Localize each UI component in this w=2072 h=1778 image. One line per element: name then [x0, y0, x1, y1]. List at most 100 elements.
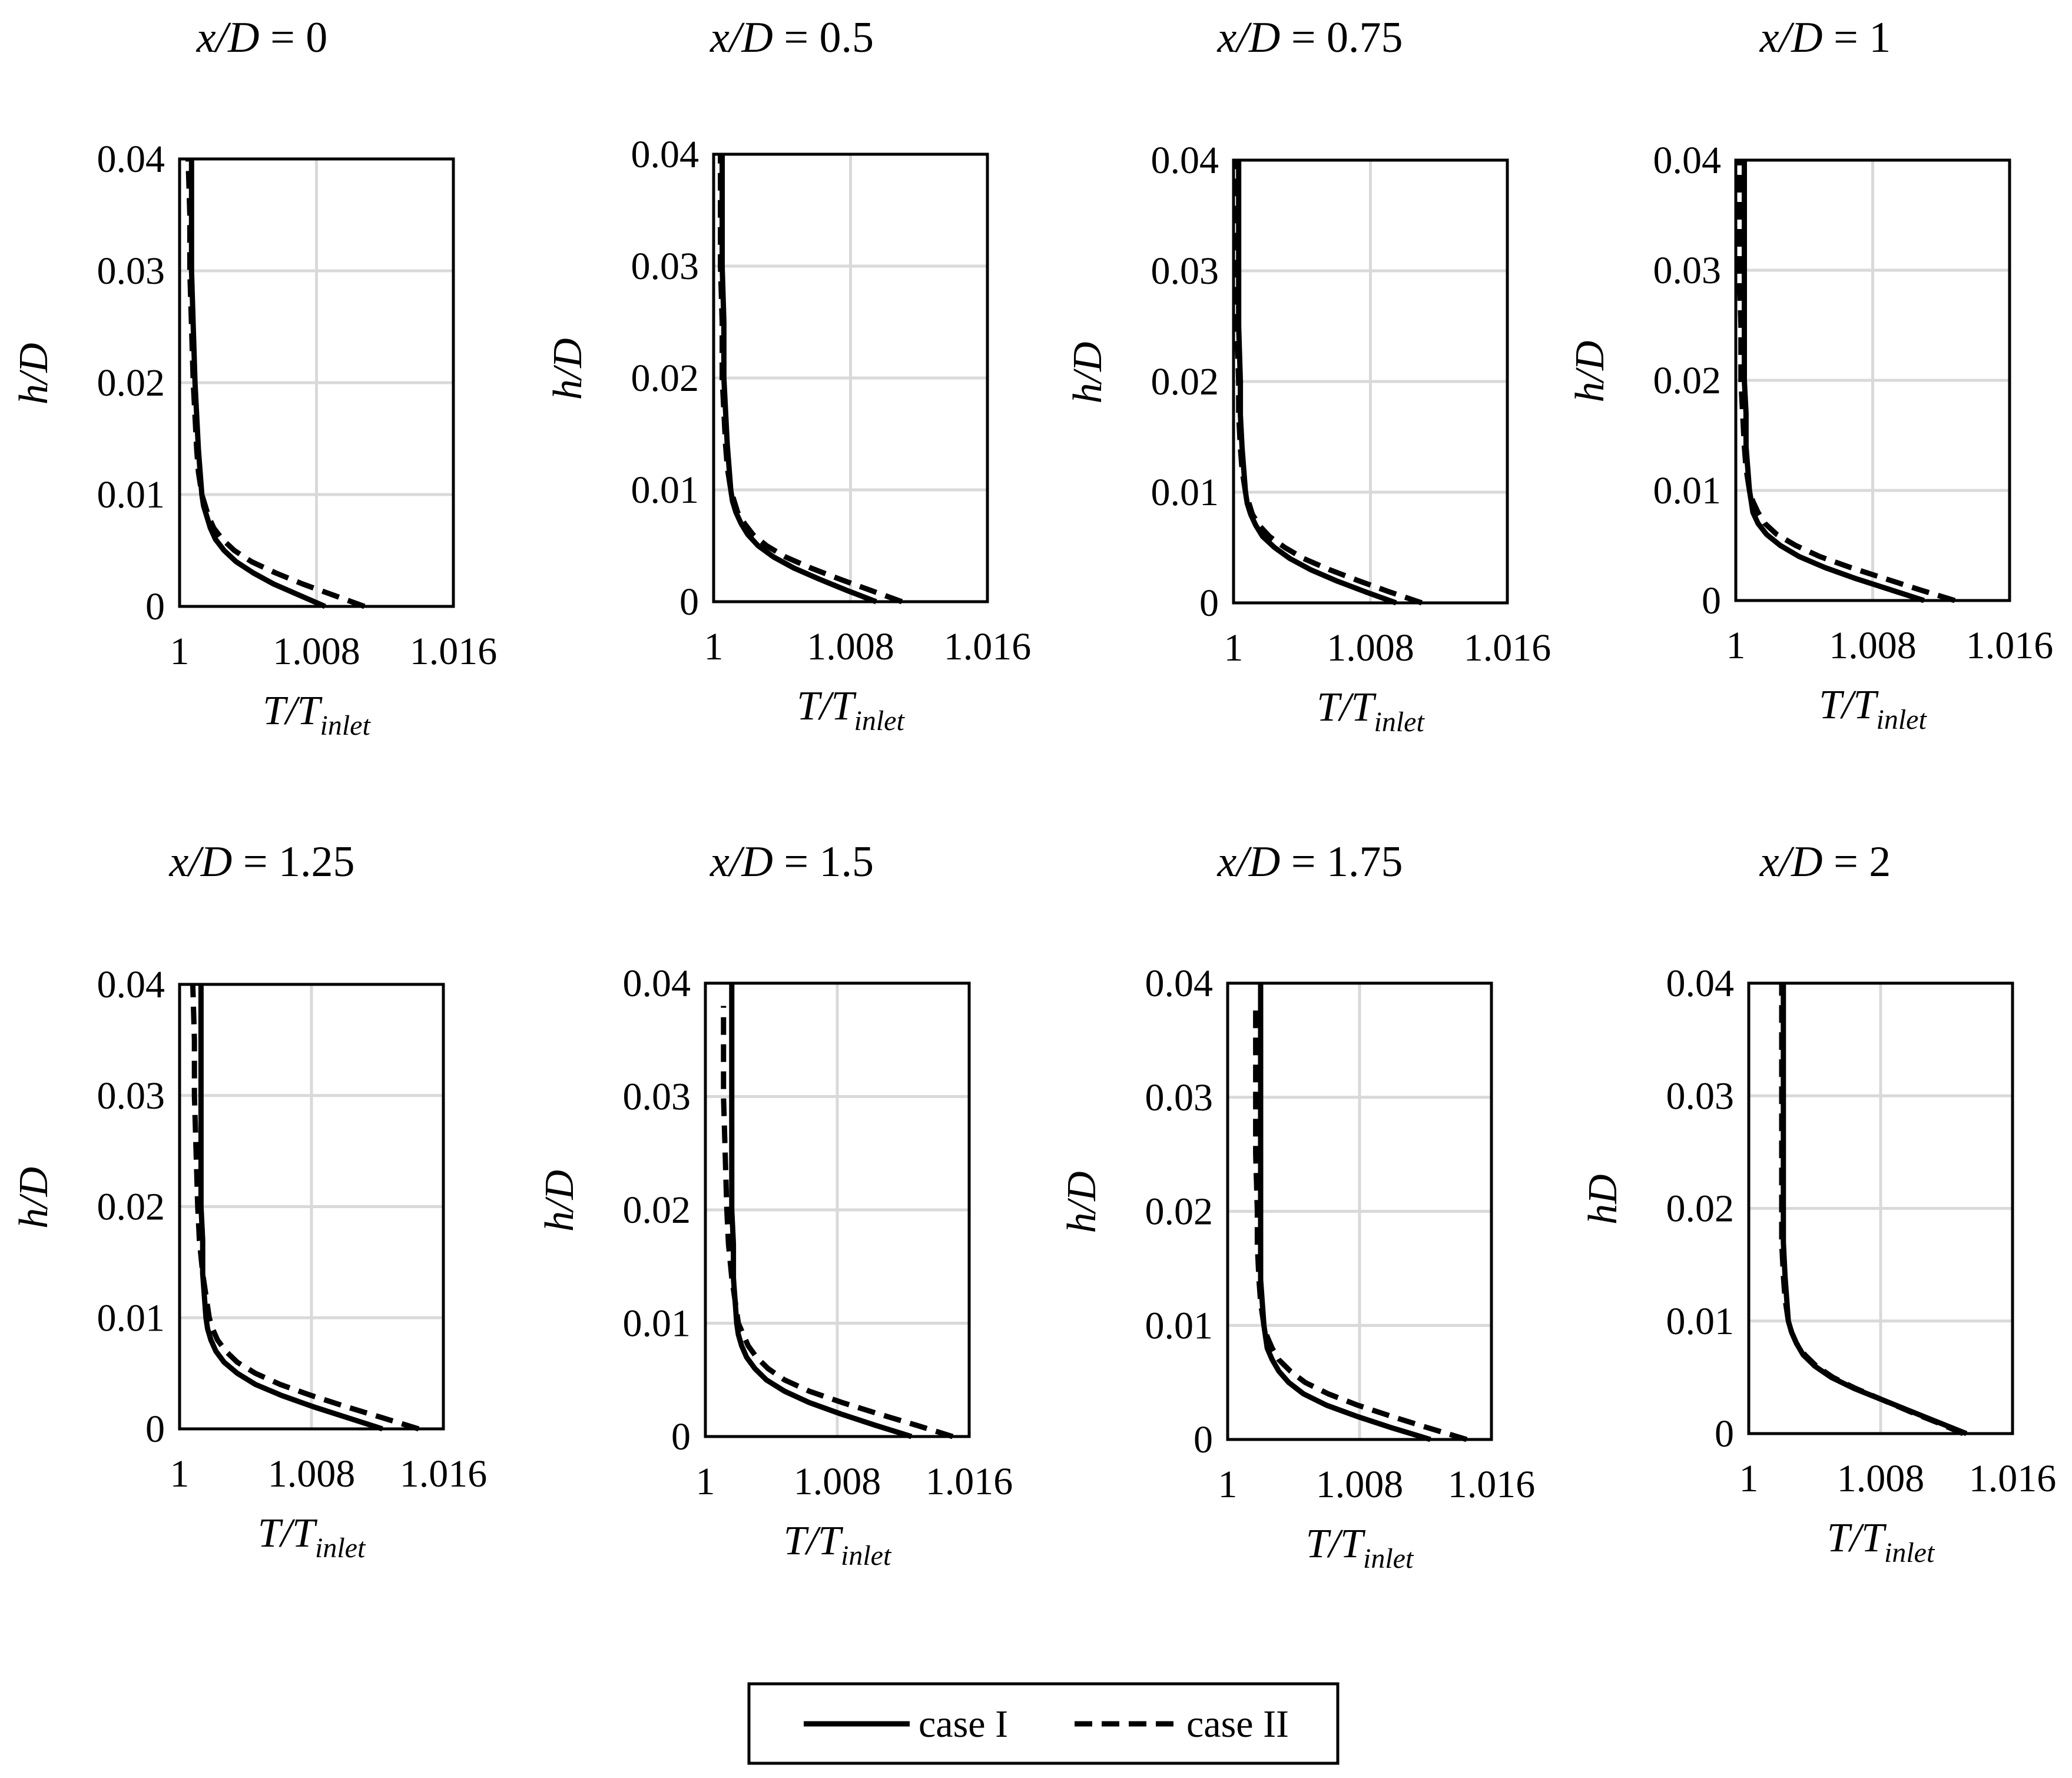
- x-tick-label: 1.016: [1966, 624, 2054, 667]
- y-axis-label: h/D: [1065, 341, 1110, 403]
- y-tick-label: 0.03: [97, 1074, 165, 1117]
- x-tick-label: 1.008: [794, 1460, 881, 1503]
- x-axis-label: T/Tinlet: [258, 1511, 366, 1564]
- plot-frame: [1226, 981, 1493, 1441]
- series-line-case-i: [729, 983, 913, 1439]
- x-tick-label: 1.016: [926, 1460, 1013, 1503]
- y-tick-label: 0: [671, 1415, 691, 1458]
- plot-frame: [712, 152, 989, 603]
- y-tick-label: 0.02: [623, 1189, 691, 1232]
- y-tick-label: 0.02: [1145, 1190, 1214, 1233]
- plot-frame: [704, 981, 971, 1438]
- panel-2: 0 0.01 0.02 0.03 0.04 1 1.008 1.016 T/Tinlet h/D x…: [545, 14, 1031, 737]
- panel-title-variable: x/D: [1759, 14, 1823, 62]
- series-line-case-ii: [1736, 160, 1956, 603]
- legend-label-case-i: case I: [919, 1703, 1008, 1746]
- y-tick-label: 0: [1702, 579, 1721, 622]
- x-axis-label: T/Tinlet: [1306, 1521, 1414, 1574]
- panel-title: x/D = 0.75: [1216, 14, 1403, 62]
- panel-title-value: = 0.75: [1280, 14, 1403, 62]
- panel-title: x/D = 2: [1759, 838, 1891, 886]
- x-axis-label: T/Tinlet: [797, 684, 905, 737]
- panel-title-value: = 1.75: [1280, 838, 1403, 886]
- y-tick-label: 0.03: [1666, 1074, 1735, 1117]
- panel-title-value: = 2: [1823, 838, 1891, 886]
- panel-title-variable: x/D: [710, 838, 773, 886]
- y-tick-label: 0: [679, 580, 699, 623]
- x-tick-label: 1.008: [273, 630, 360, 673]
- y-axis-label: h/D: [545, 338, 591, 400]
- x-tick-label: 1.016: [1464, 626, 1551, 669]
- panel-title-variable: x/D: [1759, 838, 1823, 886]
- y-tick-label: 0.04: [623, 962, 691, 1005]
- y-tick-label: 0.04: [1666, 962, 1735, 1005]
- x-tick-label: 1: [1726, 624, 1746, 667]
- x-tick-label: 1.008: [1316, 1463, 1404, 1506]
- y-tick-label: 0.03: [623, 1076, 691, 1119]
- y-tick-label: 0.03: [1145, 1076, 1214, 1119]
- y-tick-label: 0.04: [631, 133, 699, 176]
- panel-4: 0 0.01 0.02 0.03 0.04 1 1.008 1.016 T/Tinlet h/D x…: [1567, 14, 2053, 735]
- y-tick-label: 0.03: [1151, 250, 1219, 293]
- y-tick-label: 0.01: [623, 1302, 691, 1345]
- series-line-case-ii: [1253, 1006, 1468, 1442]
- series-line-case-ii: [190, 984, 420, 1432]
- x-tick-label: 1.016: [410, 630, 498, 673]
- series-line-case-ii: [718, 154, 903, 605]
- y-tick-label: 0: [145, 1408, 165, 1451]
- plot-frame: [178, 157, 455, 608]
- y-tick-label: 0.04: [1653, 139, 1722, 182]
- plot-frame: [178, 983, 445, 1431]
- panels-group: 00.010.020.030.041 1.008 1.016T/Tinleth/Dx…: [11, 14, 2056, 1574]
- x-axis-label-subscript: inlet: [1884, 1537, 1935, 1568]
- plot-frame: [1747, 981, 2014, 1435]
- x-axis-label-main: T/T: [1306, 1521, 1366, 1567]
- panel-title-value: = 0.5: [773, 14, 874, 62]
- y-tick-label: 0: [145, 585, 165, 628]
- panel-title: x/D = 1: [1759, 14, 1891, 62]
- y-tick-label: 0.02: [97, 1186, 165, 1229]
- x-axis-label-subscript: inlet: [320, 710, 372, 741]
- y-tick-label: 0.01: [97, 1296, 165, 1339]
- x-axis-label-subscript: inlet: [854, 705, 906, 737]
- x-axis-label-subscript: inlet: [1363, 1543, 1414, 1574]
- x-axis-label-main: T/T: [1819, 682, 1879, 728]
- y-tick-label: 0.02: [631, 357, 699, 400]
- x-axis-label-main: T/T: [797, 684, 857, 729]
- series-line-case-ii: [721, 1006, 954, 1439]
- x-tick-label: 1: [704, 625, 724, 668]
- x-tick-label: 1.008: [1327, 626, 1414, 669]
- x-tick-label: 1.008: [1837, 1457, 1925, 1500]
- panel-title-value: = 1: [1823, 14, 1891, 62]
- y-tick-label: 0.01: [97, 473, 165, 516]
- y-tick-label: 0: [1194, 1418, 1213, 1461]
- y-tick-label: 0.02: [1653, 359, 1722, 402]
- x-tick-label: 1.008: [268, 1452, 356, 1495]
- x-axis-label: T/Tinlet: [1317, 685, 1425, 738]
- panel-title-value: = 1.25: [232, 838, 354, 886]
- panel-title: x/D = 0: [196, 14, 328, 62]
- y-tick-label: 0.04: [97, 138, 165, 181]
- x-axis-label-subscript: inlet: [1877, 704, 1928, 735]
- y-tick-label: 0.02: [1151, 360, 1219, 403]
- x-axis-label-main: T/T: [1317, 685, 1377, 730]
- y-tick-label: 0.01: [1145, 1304, 1214, 1347]
- y-axis-label: h/D: [1567, 341, 1613, 403]
- y-tick-label: 0.01: [1653, 469, 1722, 512]
- panel-7: 0 0.01 0.02 0.03 0.04 1 1.008 1.016 T/Tinlet h/D x…: [1059, 838, 1535, 1574]
- y-tick-label: 0.04: [1145, 962, 1214, 1005]
- series-line-case-i: [198, 984, 383, 1432]
- series-line-case-ii: [185, 158, 366, 609]
- legend: case I case II: [747, 1682, 1340, 1765]
- panel-title: x/D = 0.5: [710, 14, 874, 62]
- x-axis-label-main: T/T: [784, 1518, 844, 1564]
- x-axis-label-main: T/T: [258, 1511, 318, 1556]
- y-tick-label: 0.01: [631, 469, 699, 512]
- x-axis-label: T/Tinlet: [263, 688, 371, 741]
- panel-3: 0 0.01 0.02 0.03 0.04 1 1.008 1.016 T/Tinlet h/D x…: [1065, 14, 1551, 738]
- panel-title-variable: x/D: [196, 14, 260, 62]
- y-tick-label: 0.02: [1666, 1187, 1735, 1230]
- panel-8: 0 0.01 0.02 0.03 0.04 1 1.008 1.016 T/Tinlet hD x/…: [1580, 838, 2056, 1568]
- x-axis-label: T/Tinlet: [784, 1518, 892, 1571]
